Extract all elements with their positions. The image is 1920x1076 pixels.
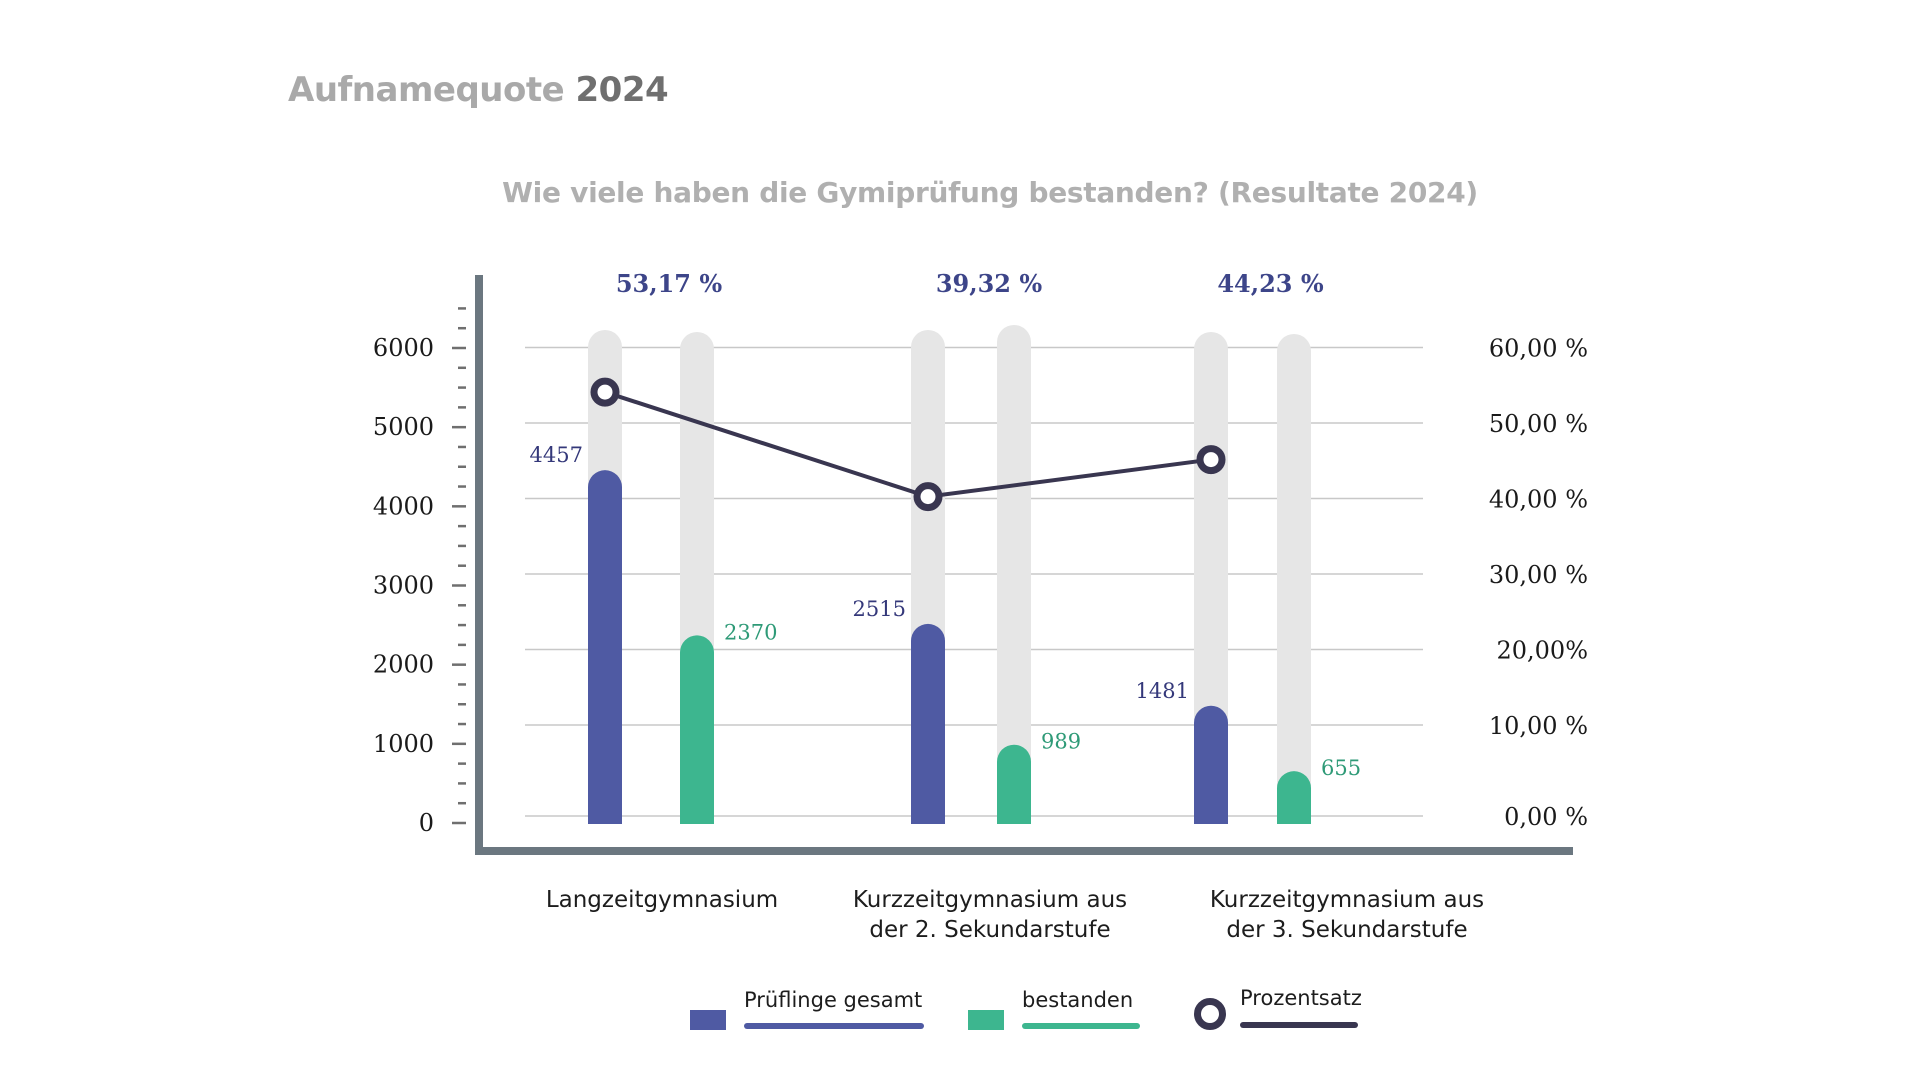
- percent-line: [590, 377, 1226, 512]
- right-axis-tick-label: 40,00 %: [1489, 486, 1588, 514]
- chart-title: Wie viele haben die Gymiprüfung bestande…: [502, 176, 1478, 209]
- bar-base: [588, 794, 622, 824]
- x-axis-line: [475, 847, 1573, 855]
- percent-value-label: 39,32 %: [936, 269, 1043, 298]
- category-label-line: Kurzzeitgymnasium aus: [1209, 887, 1485, 913]
- category-label: Langzeitgymnasium: [482, 885, 842, 915]
- left-axis-tick-label: 4000: [373, 492, 434, 520]
- bar-value-label-total: 1481: [1136, 679, 1189, 703]
- right-axis-tick-label: 0,00 %: [1504, 803, 1588, 831]
- right-axis-tick-label: 20,00%: [1496, 637, 1588, 665]
- bar-base: [997, 794, 1031, 824]
- legend-swatch-passed: [968, 1010, 1004, 1030]
- percent-value-label: 53,17 %: [616, 269, 723, 298]
- legend-swatch-total: [690, 1010, 726, 1030]
- legend-underline-passed: [1022, 1023, 1140, 1029]
- left-axis-tick-label: 3000: [373, 572, 434, 600]
- left-axis-tick-label: 1000: [373, 730, 434, 758]
- page-title: Aufnamequote 2024: [288, 70, 669, 110]
- category-label: Kurzzeitgymnasium aus der 3. Sekundarstuf…: [1167, 885, 1527, 945]
- axes: [452, 275, 1573, 855]
- gridlines: [525, 346, 1423, 817]
- category-label-line: der 3. Sekundarstufe: [1226, 917, 1468, 943]
- y-axis-line: [475, 275, 483, 855]
- bar-passed: [680, 635, 714, 824]
- left-axis-tick-label: 2000: [373, 651, 434, 679]
- percent-marker: [590, 377, 620, 407]
- bar-track: [1277, 334, 1311, 824]
- category-label-line: Langzeitgymnasium: [545, 887, 779, 913]
- percent-marker: [1196, 445, 1226, 475]
- legend-label-percent: Prozentsatz: [1240, 986, 1362, 1010]
- legend-ring-icon: [1194, 998, 1226, 1030]
- category-label-line: der 2. Sekundarstufe: [869, 917, 1111, 943]
- bar-total: [588, 470, 622, 824]
- right-axis-tick-label: 10,00 %: [1489, 712, 1588, 740]
- bar-value-label-passed: 2370: [724, 620, 777, 644]
- page-title-text: Aufnamequote: [288, 70, 565, 110]
- category-label-line: Kurzzeitgymnasium aus: [852, 887, 1128, 913]
- left-axis-tick-label: 5000: [373, 413, 434, 441]
- data-labels: 0,00 % 10,00 % 20,00% 30,00 % 40,00 % 50,00 %…: [373, 269, 1588, 837]
- bar-base: [680, 794, 714, 824]
- page-title-year: 2024: [575, 70, 669, 110]
- bar-base: [911, 794, 945, 824]
- percent-value-label: 44,23 %: [1217, 269, 1324, 298]
- legend-label-passed: bestanden: [1022, 988, 1134, 1012]
- right-axis-tick-label: 60,00 %: [1489, 335, 1588, 363]
- right-axis-tick-label: 30,00 %: [1489, 561, 1588, 589]
- bar-base: [1277, 794, 1311, 824]
- bar-total: [911, 623, 945, 824]
- bar-value-label-total: 2515: [853, 597, 906, 621]
- left-axis-tick-label: 0: [419, 809, 434, 837]
- percent-marker: [913, 482, 943, 512]
- category-label: Kurzzeitgymnasium aus der 2. Sekundarstuf…: [810, 885, 1170, 945]
- bar-track: [997, 325, 1031, 824]
- left-axis-tick-label: 6000: [373, 334, 434, 362]
- legend-underline-percent: [1240, 1022, 1358, 1028]
- legend-underline-total: [744, 1023, 924, 1029]
- bar-base: [1194, 794, 1228, 824]
- right-axis-tick-label: 50,00 %: [1489, 410, 1588, 438]
- bar-value-label-total: 4457: [530, 443, 583, 467]
- bar-value-label-passed: 989: [1041, 730, 1081, 754]
- bar-value-label-passed: 655: [1321, 756, 1361, 780]
- bars: [588, 470, 1311, 824]
- legend-label-total: Prüflinge gesamt: [744, 988, 923, 1012]
